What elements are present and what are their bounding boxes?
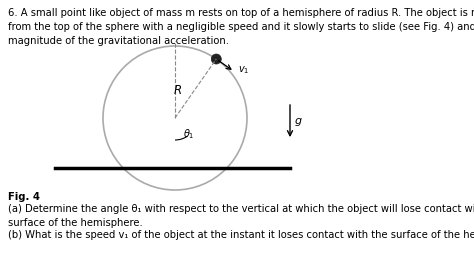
Text: (a) Determine the angle θ₁ with respect to the vertical at which the object will: (a) Determine the angle θ₁ with respect … [8, 204, 474, 214]
Text: 6. A small point like object of mass m rests on top of a hemisphere of radius R.: 6. A small point like object of mass m r… [8, 8, 474, 18]
Text: surface of the hemisphere.: surface of the hemisphere. [8, 218, 143, 228]
Text: magnitude of the gravitational acceleration.: magnitude of the gravitational accelerat… [8, 36, 229, 46]
Text: (b) What is the speed v₁ of the object at the instant it loses contact with the : (b) What is the speed v₁ of the object a… [8, 230, 474, 240]
Circle shape [211, 54, 221, 64]
Text: R: R [173, 84, 182, 97]
Text: from the top of the sphere with a negligible speed and it slowly starts to slide: from the top of the sphere with a neglig… [8, 22, 474, 32]
Text: $v_1$: $v_1$ [238, 64, 250, 76]
Text: g: g [295, 116, 302, 126]
Text: Fig. 4: Fig. 4 [8, 192, 40, 202]
Text: $\theta_1$: $\theta_1$ [183, 127, 194, 141]
